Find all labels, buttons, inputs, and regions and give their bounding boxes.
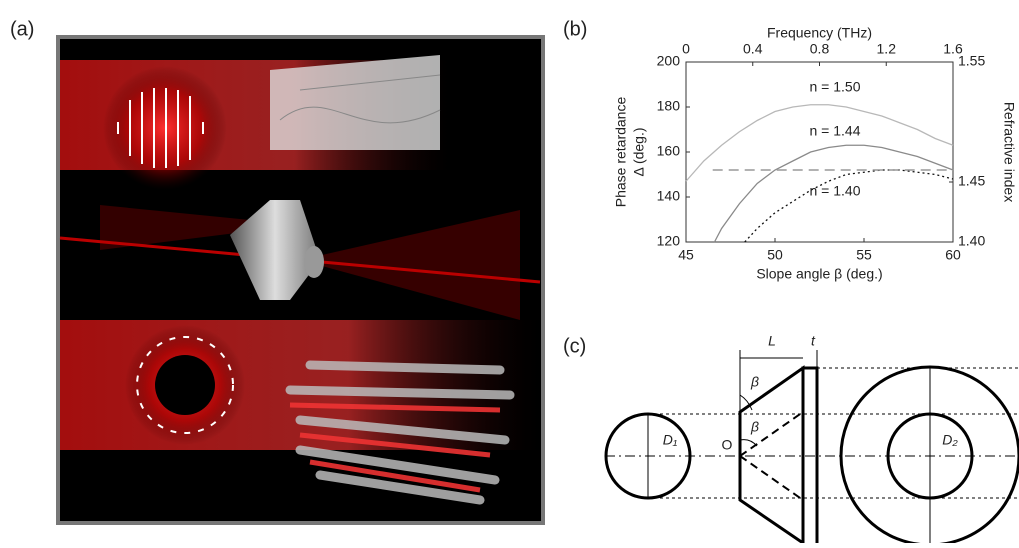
x-tick-label: 55 [856,247,872,263]
x-tick-label: 60 [945,247,961,263]
y2-tick-label: 1.45 [958,173,985,189]
illustration [58,37,543,523]
label: β [750,374,759,390]
curve-label: n = 1.44 [810,123,861,139]
x2-axis-label: Frequency (THz) [767,25,872,41]
figure: (a) (b) (c) [0,0,1019,543]
panel-label: (c) [563,335,586,357]
x2-tick-label: 0.4 [743,41,763,57]
y-axis-label: Phase retardance [613,97,629,208]
label: L [768,333,776,349]
x-tick-label: 45 [678,247,694,263]
label: t [811,333,816,349]
y-tick-label: 120 [657,233,681,249]
y-tick-label: 180 [657,98,681,114]
y-tick-label: 160 [657,143,681,159]
curve-label: n = 1.40 [810,183,861,199]
label: β [750,419,759,435]
x-tick-label: 50 [767,247,783,263]
label: D₂ [942,432,958,448]
x-axis-label: Slope angle β (deg.) [756,266,882,282]
y2-axis-label: Refractive index [1001,102,1017,202]
label: O [722,437,733,453]
y-axis-label: Δ (deg.) [631,127,647,176]
y-tick-label: 200 [657,53,681,69]
panel-label: (b) [563,18,587,40]
y-tick-label: 140 [657,188,681,204]
x2-tick-label: 0 [682,41,690,57]
y2-tick-label: 1.40 [958,233,985,249]
diagram-labels: L t β β O D₁ D₂ [663,333,959,453]
panel-label: (a) [10,18,34,40]
y2-tick-label: 1.55 [958,53,985,69]
x2-tick-label: 0.8 [810,41,830,57]
curve [745,170,953,242]
label: D₁ [663,432,678,448]
curve-label: n = 1.50 [810,79,861,95]
x2-tick-label: 1.2 [877,41,897,57]
